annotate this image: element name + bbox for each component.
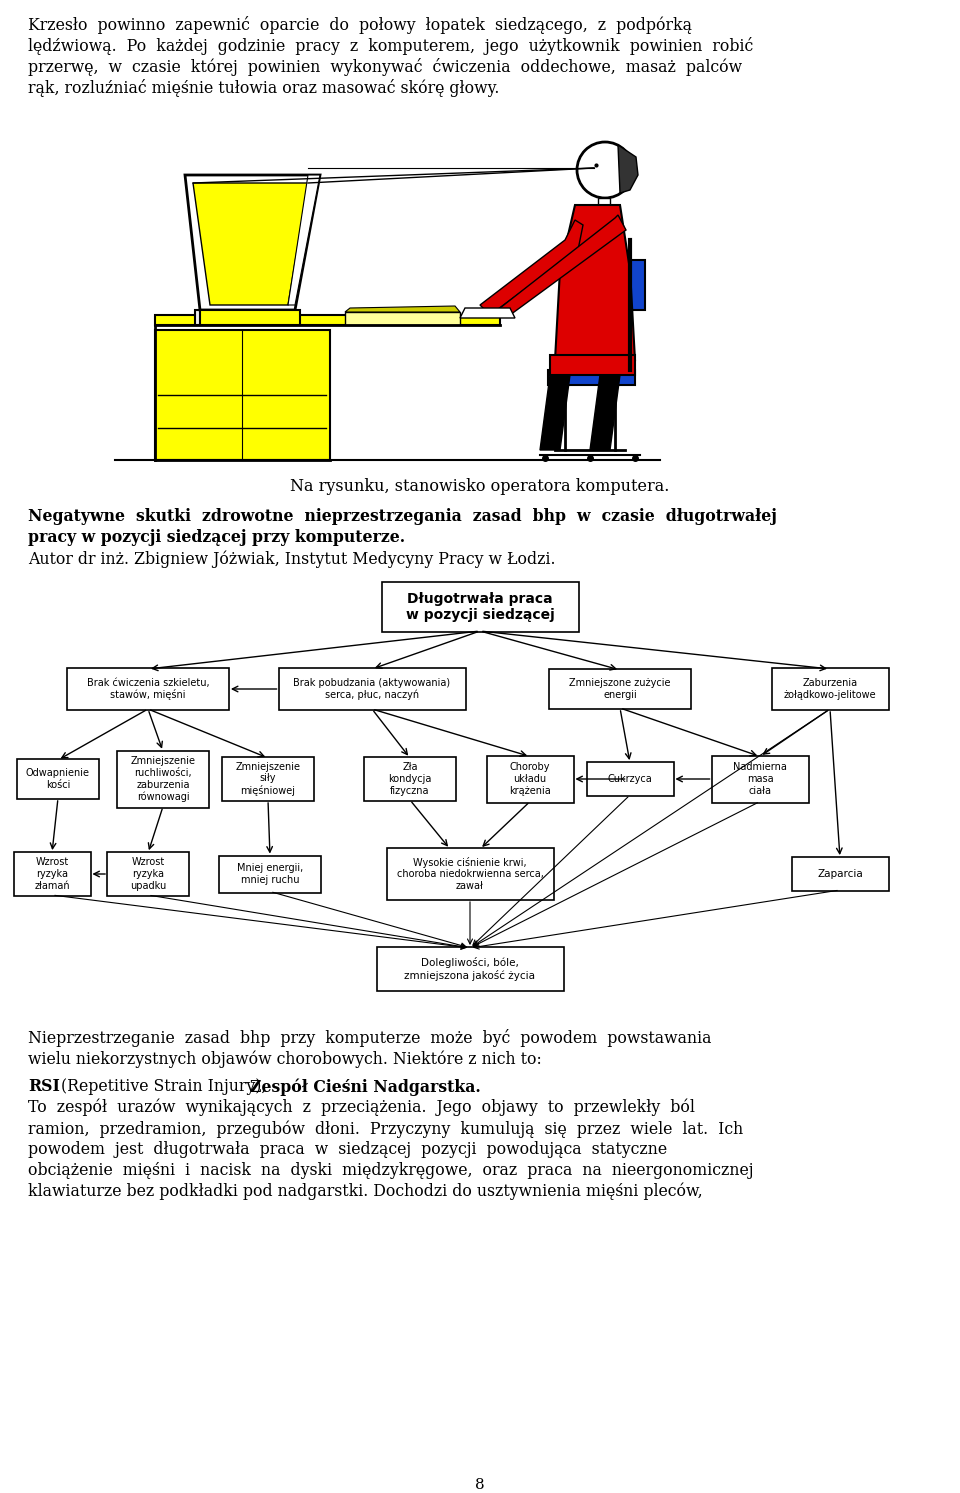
Text: obciążenie  mięśni  i  nacisk  na  dyski  międzykręgowe,  oraz  praca  na  nieer: obciążenie mięśni i nacisk na dyski międ…	[28, 1162, 754, 1179]
Text: pracy w pozycji siedzącej przy komputerze.: pracy w pozycji siedzącej przy komputerz…	[28, 529, 405, 546]
FancyBboxPatch shape	[219, 855, 321, 893]
Text: Na rysunku, stanowisko operatora komputera.: Na rysunku, stanowisko operatora kompute…	[290, 478, 670, 496]
Polygon shape	[550, 355, 635, 375]
Text: Brak ćwiczenia szkieletu,
stawów, mięśni: Brak ćwiczenia szkieletu, stawów, mięśni	[86, 678, 209, 700]
Polygon shape	[460, 308, 515, 318]
Text: ramion,  przedramion,  przegubów  dłoni.  Przyczyny  kumulują  się  przez  wiele: ramion, przedramion, przegubów dłoni. Pr…	[28, 1120, 743, 1138]
Polygon shape	[193, 184, 308, 305]
Polygon shape	[345, 306, 460, 312]
Text: Zmniejszone zużycie
energii: Zmniejszone zużycie energii	[569, 678, 671, 700]
Text: Zmniejszenie
ruchliwości,
zaburzenia
równowagi: Zmniejszenie ruchliwości, zaburzenia rów…	[131, 757, 196, 802]
Text: powodem  jest  długotrwała  praca  w  siedzącej  pozycji  powodująca  statyczne: powodem jest długotrwała praca w siedząc…	[28, 1141, 667, 1159]
Polygon shape	[185, 175, 320, 311]
Text: wielu niekorzystnych objawów chorobowych. Niektóre z nich to:: wielu niekorzystnych objawów chorobowych…	[28, 1050, 541, 1067]
FancyBboxPatch shape	[117, 751, 209, 808]
Polygon shape	[288, 175, 320, 305]
Text: Wzrost
ryzyka
złamań: Wzrost ryzyka złamań	[35, 857, 70, 891]
Polygon shape	[548, 370, 635, 385]
Text: klawiaturze bez podkładki pod nadgarstki. Dochodzi do usztywnienia mięśni pleców: klawiaturze bez podkładki pod nadgarstki…	[28, 1182, 703, 1200]
Polygon shape	[500, 215, 626, 315]
FancyBboxPatch shape	[711, 755, 808, 803]
Text: Mniej energii,
mniej ruchu: Mniej energii, mniej ruchu	[237, 863, 303, 885]
Text: Odwapnienie
kości: Odwapnienie kości	[26, 769, 90, 790]
FancyBboxPatch shape	[225, 299, 265, 311]
Text: RSI: RSI	[28, 1078, 60, 1094]
Text: lędźwiową.  Po  każdej  godzinie  pracy  z  komputerem,  jego  użytkownik  powin: lędźwiową. Po każdej godzinie pracy z ko…	[28, 37, 754, 55]
Text: Autor dr inż. Zbigniew Jóżwiak, Instytut Medycyny Pracy w Łodzi.: Autor dr inż. Zbigniew Jóżwiak, Instytut…	[28, 549, 556, 567]
Text: (Repetitive Strain Injury),: (Repetitive Strain Injury),	[56, 1078, 272, 1094]
Text: rąk, rozluźniać mięśnie tułowia oraz masować skórę głowy.: rąk, rozluźniać mięśnie tułowia oraz mas…	[28, 79, 499, 97]
Text: To  zespół  urazów  wynikających  z  przeciążenia.  Jego  objawy  to  przewlekły: To zespół urazów wynikających z przeciąż…	[28, 1099, 695, 1117]
Text: Krzesło  powinno  zapewnić  oparcie  do  połowy  łopatek  siedzącego,  z  podpór: Krzesło powinno zapewnić oparcie do poło…	[28, 16, 692, 34]
FancyBboxPatch shape	[598, 199, 610, 211]
Text: Dolegliwości, bóle,
zmniejszona jakość życia: Dolegliwości, bóle, zmniejszona jakość ż…	[404, 957, 536, 981]
Polygon shape	[540, 375, 570, 449]
FancyBboxPatch shape	[587, 761, 674, 796]
Polygon shape	[618, 145, 638, 193]
FancyBboxPatch shape	[107, 853, 189, 896]
FancyBboxPatch shape	[387, 848, 554, 900]
FancyBboxPatch shape	[772, 667, 889, 711]
Text: Cukrzyca: Cukrzyca	[608, 773, 653, 784]
FancyBboxPatch shape	[195, 311, 295, 325]
Text: Negatywne  skutki  zdrowotne  nieprzestrzegania  zasad  bhp  w  czasie  długotrw: Negatywne skutki zdrowotne nieprzestrzeg…	[28, 508, 777, 526]
Polygon shape	[555, 205, 635, 360]
Text: Zła
kondycja
fizyczna: Zła kondycja fizyczna	[388, 763, 432, 796]
Circle shape	[577, 142, 633, 199]
FancyBboxPatch shape	[155, 330, 330, 460]
FancyBboxPatch shape	[381, 582, 579, 632]
FancyBboxPatch shape	[67, 667, 229, 711]
FancyBboxPatch shape	[155, 315, 500, 325]
Text: Nadmierna
masa
ciała: Nadmierna masa ciała	[733, 763, 787, 796]
Polygon shape	[590, 375, 620, 449]
FancyBboxPatch shape	[549, 669, 691, 709]
Text: Zaburzenia
żołądkowo-jelitowe: Zaburzenia żołądkowo-jelitowe	[783, 678, 876, 700]
Text: Nieprzestrzeganie  zasad  bhp  przy  komputerze  może  być  powodem  powstawania: Nieprzestrzeganie zasad bhp przy kompute…	[28, 1029, 711, 1047]
Polygon shape	[618, 260, 645, 311]
FancyBboxPatch shape	[200, 311, 300, 325]
FancyBboxPatch shape	[376, 947, 564, 991]
FancyBboxPatch shape	[222, 757, 314, 802]
Text: Zespół Cieśni Nadgarstka.: Zespół Cieśni Nadgarstka.	[250, 1078, 481, 1096]
Text: 8: 8	[475, 1478, 485, 1492]
Text: Wzrost
ryzyka
upadku: Wzrost ryzyka upadku	[130, 857, 166, 891]
Polygon shape	[345, 312, 460, 325]
Text: przerwę,  w  czasie  której  powinien  wykonywać  ćwiczenia  oddechowe,  masaż  : przerwę, w czasie której powinien wykony…	[28, 58, 742, 76]
FancyBboxPatch shape	[278, 667, 466, 711]
Text: Wysokie ciśnienie krwi,
choroba niedokrwienna serca,
zawał: Wysokie ciśnienie krwi, choroba niedokrw…	[396, 857, 543, 891]
FancyBboxPatch shape	[791, 857, 889, 891]
FancyBboxPatch shape	[487, 755, 573, 803]
FancyBboxPatch shape	[13, 853, 90, 896]
Text: Brak pobudzania (aktywowania)
serca, płuc, naczyń: Brak pobudzania (aktywowania) serca, płu…	[294, 678, 450, 700]
Text: Zmniejszenie
siły
mięśniowej: Zmniejszenie siły mięśniowej	[235, 761, 300, 796]
Polygon shape	[480, 219, 583, 315]
FancyBboxPatch shape	[364, 757, 456, 802]
Text: Długotrwała praca
w pozycji siedzącej: Długotrwała praca w pozycji siedzącej	[406, 591, 554, 623]
Text: Zaparcia: Zaparcia	[817, 869, 863, 879]
Text: Choroby
układu
krążenia: Choroby układu krążenia	[509, 763, 551, 796]
FancyBboxPatch shape	[17, 758, 99, 799]
